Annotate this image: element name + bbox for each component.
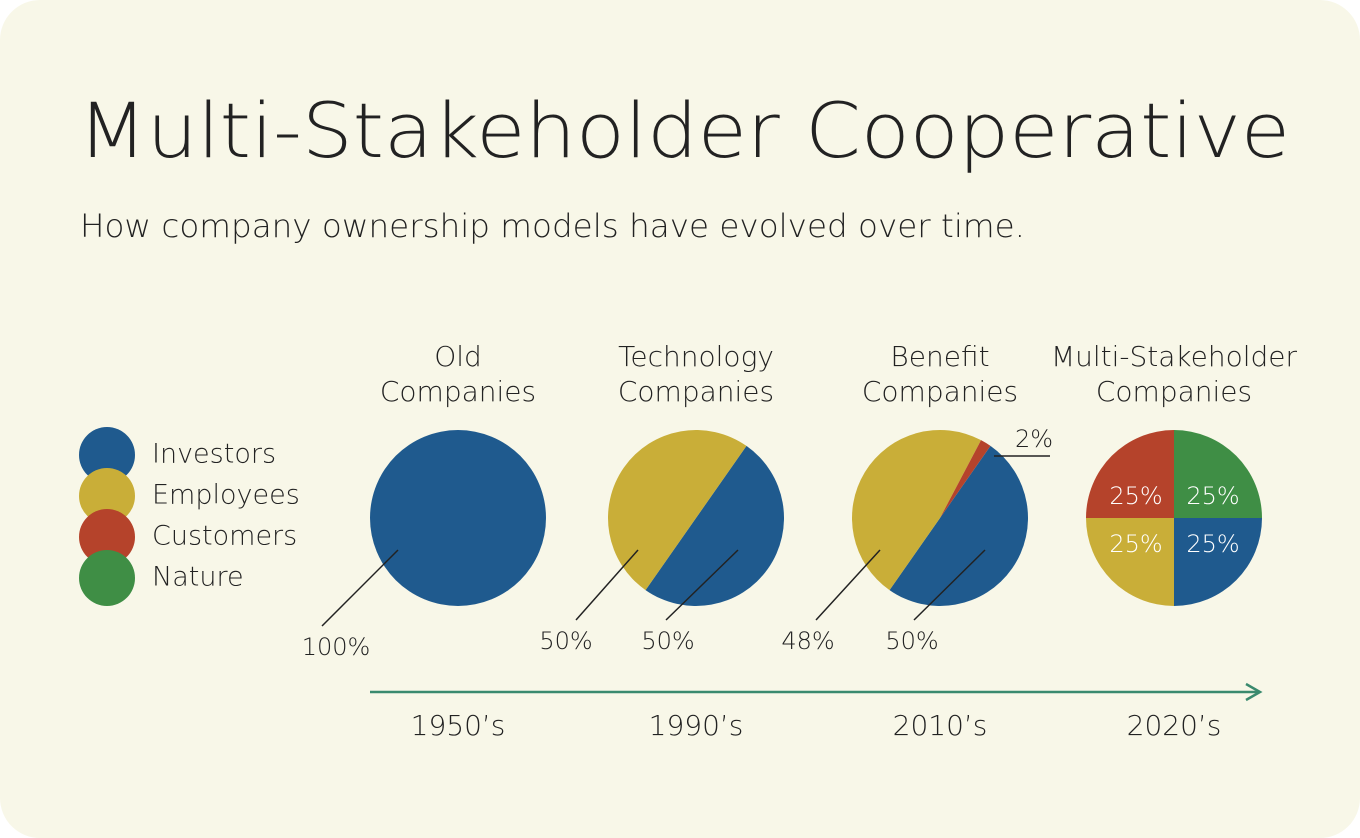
pie-slice [370,430,546,606]
x-label: 1990’s [649,709,744,742]
timeline-arrow [1245,682,1263,702]
title: Multi-Stakeholder Cooperative [78,86,1290,175]
value-label: 25% [1186,482,1239,510]
pie-slice [645,445,785,606]
legend-label: Employees [152,480,300,511]
subtitle: How company ownership models have evolve… [80,207,1025,245]
leader-line [815,549,881,621]
pie-slice [889,445,1029,606]
value-label: 100% [302,633,371,661]
value-label: 50% [885,627,938,655]
x-label: 2020’s [1127,709,1222,742]
legend-label: Nature [152,562,244,593]
value-label: 50% [641,627,694,655]
pie-slice [608,429,747,591]
leader-line [321,549,399,627]
legend-label: Investors [152,439,276,470]
value-label: 50% [539,627,592,655]
legend-swatch [79,468,135,524]
pie-slice [1086,430,1174,518]
pie-slice [1174,518,1262,606]
pie-title: Old Companies [380,340,536,408]
legend-swatch [79,550,135,606]
x-label: 2010’s [893,709,988,742]
value-label: 25% [1109,482,1162,510]
leader-line [913,549,986,621]
value-label: 25% [1186,530,1239,558]
pie-slice [851,429,982,591]
legend-swatch [79,509,135,565]
value-label: 2% [1015,425,1053,453]
legend-label: Customers [152,521,297,552]
pie-title: Technology Companies [618,340,774,408]
value-label: 48% [781,627,834,655]
pie-title: Multi-Stakeholder Companies [1051,340,1298,408]
leader-line [575,549,639,621]
pie-title: Benefit Companies [862,340,1018,408]
leader-line [665,549,739,621]
pie-slice [1086,518,1174,606]
value-label: 25% [1109,530,1162,558]
pie-slice [940,440,991,518]
legend-swatch [79,427,135,483]
pie-slice [1174,430,1262,518]
x-label: 1950’s [411,709,506,742]
